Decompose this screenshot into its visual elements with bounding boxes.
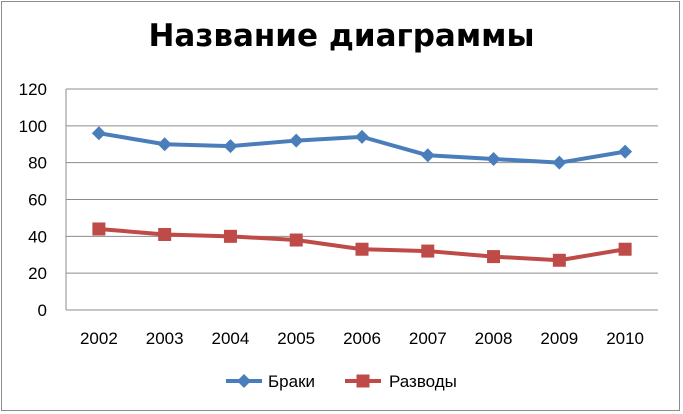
data-point bbox=[420, 148, 435, 163]
x-tick-label: 2004 bbox=[212, 329, 250, 348]
series-Разводы bbox=[92, 222, 632, 267]
data-point bbox=[552, 155, 567, 170]
y-tick-label: 20 bbox=[28, 264, 47, 283]
x-tick-label: 2006 bbox=[343, 329, 381, 348]
data-point bbox=[355, 242, 369, 256]
series-Браки bbox=[91, 126, 633, 170]
data-point bbox=[355, 129, 369, 144]
data-point bbox=[486, 151, 501, 166]
data-point bbox=[552, 253, 566, 267]
legend-marker bbox=[356, 374, 370, 388]
data-point bbox=[289, 133, 304, 148]
x-tick-label: 2005 bbox=[277, 329, 315, 348]
x-tick-label: 2007 bbox=[409, 329, 447, 348]
data-point bbox=[487, 250, 501, 264]
legend-label: Браки bbox=[268, 372, 315, 391]
y-tick-label: 40 bbox=[28, 227, 47, 246]
data-point bbox=[289, 233, 303, 247]
x-tick-label: 2003 bbox=[146, 329, 184, 348]
data-point bbox=[91, 126, 106, 141]
x-tick-label: 2008 bbox=[475, 329, 513, 348]
y-axis-ticks: 0 20 40 60 80 100 120 bbox=[19, 80, 47, 320]
x-axis-ticks: 2002 2003 2004 2005 2006 2007 2008 2009 2010 bbox=[80, 329, 644, 348]
data-point bbox=[618, 144, 633, 159]
x-tick-label: 2010 bbox=[606, 329, 644, 348]
data-point bbox=[421, 244, 435, 258]
data-point bbox=[223, 139, 238, 154]
y-tick-label: 120 bbox=[19, 80, 47, 99]
legend: Браки Разводы bbox=[226, 372, 457, 391]
x-tick-label: 2002 bbox=[80, 329, 118, 348]
data-point bbox=[223, 229, 237, 243]
y-tick-label: 60 bbox=[28, 191, 47, 210]
data-point bbox=[618, 242, 632, 256]
y-tick-label: 0 bbox=[38, 301, 47, 320]
legend-item: Браки bbox=[226, 372, 315, 391]
data-point bbox=[158, 227, 172, 241]
gridlines bbox=[65, 88, 658, 311]
data-point bbox=[157, 137, 172, 152]
chart-title: Название диаграммы bbox=[148, 18, 535, 54]
legend-label: Разводы bbox=[389, 372, 457, 391]
data-point bbox=[92, 222, 106, 236]
legend-item: Разводы bbox=[345, 372, 457, 391]
x-tick-label: 2009 bbox=[540, 329, 578, 348]
y-tick-label: 100 bbox=[19, 117, 47, 136]
y-tick-label: 80 bbox=[28, 154, 47, 173]
series-group bbox=[91, 126, 633, 267]
legend-marker bbox=[237, 374, 251, 388]
